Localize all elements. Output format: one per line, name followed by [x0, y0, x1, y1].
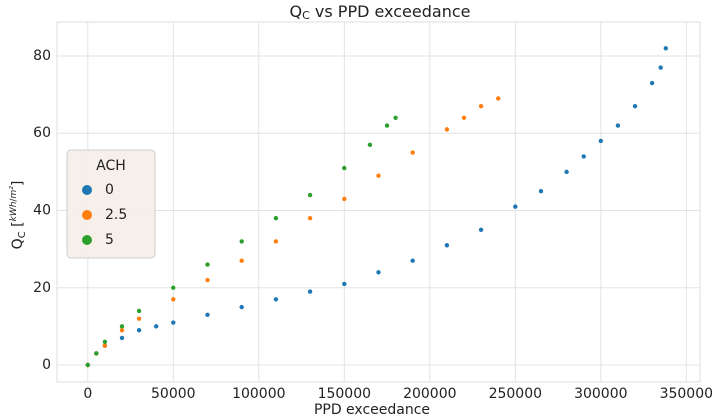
x-tick-label: 250000 — [489, 386, 542, 402]
plot-area — [56, 21, 701, 383]
point — [205, 262, 210, 267]
point — [598, 138, 604, 144]
point — [307, 289, 313, 294]
point — [393, 115, 398, 120]
point — [239, 239, 244, 244]
point — [376, 270, 381, 275]
x-tick-label: 100000 — [232, 386, 285, 402]
title-rest: vs PPD exceedance — [310, 2, 471, 21]
point — [239, 304, 244, 310]
point — [663, 46, 668, 51]
point — [136, 328, 142, 333]
point — [538, 188, 544, 194]
point — [444, 127, 450, 132]
point — [171, 285, 176, 290]
point — [239, 258, 244, 263]
title-main: Q — [290, 2, 303, 21]
y-tick-label: 20 — [33, 280, 51, 296]
legend-box — [66, 149, 156, 259]
legend-label: 5 — [105, 232, 114, 248]
ylabel-main: Q — [10, 238, 26, 249]
point — [136, 308, 142, 314]
x-tick-label: 350000 — [660, 386, 713, 402]
point — [342, 281, 347, 287]
point — [581, 154, 586, 159]
point — [513, 204, 518, 209]
point — [102, 339, 108, 345]
point — [153, 324, 159, 329]
point — [367, 142, 373, 148]
legend-title: ACH — [96, 158, 126, 174]
point — [615, 123, 621, 128]
point — [564, 169, 569, 175]
point — [342, 196, 347, 202]
x-tick-label: 50000 — [151, 386, 196, 402]
title-sub: C — [302, 9, 310, 22]
point — [384, 123, 390, 128]
x-tick-label: 150000 — [318, 386, 371, 402]
y-tick-label: 0 — [42, 357, 51, 373]
point — [342, 165, 347, 171]
point — [376, 173, 381, 178]
y-tick-label: 40 — [33, 202, 51, 218]
point — [444, 243, 450, 248]
ylabel-sub: C — [17, 231, 28, 238]
y-tick-label: 80 — [33, 48, 51, 64]
chart-title: QC vs PPD exceedance — [290, 2, 471, 23]
point — [273, 239, 279, 244]
x-tick-label: 200000 — [403, 386, 456, 402]
point — [119, 324, 125, 329]
point — [273, 297, 279, 302]
point — [119, 328, 125, 333]
legend-label: 2.5 — [105, 207, 127, 223]
point — [205, 312, 210, 317]
point — [496, 96, 501, 101]
ylabel-den: m² — [9, 186, 19, 199]
point — [205, 277, 210, 283]
point — [410, 258, 415, 263]
point — [273, 216, 279, 221]
legend-marker — [82, 235, 92, 245]
legend-marker — [82, 210, 92, 220]
y-axis-label: QC [kWh/m²] — [9, 181, 29, 250]
point — [136, 316, 142, 321]
point — [410, 150, 415, 155]
point — [102, 343, 108, 348]
point — [171, 320, 176, 325]
y-tick-label: 60 — [33, 125, 51, 141]
x-tick-label: 300000 — [574, 386, 627, 402]
point — [649, 80, 655, 86]
point — [94, 351, 99, 356]
x-tick-label: 0 — [83, 386, 92, 402]
point — [632, 104, 638, 109]
legend-marker — [82, 185, 92, 195]
point — [307, 216, 313, 221]
point — [119, 335, 125, 341]
point — [85, 362, 90, 368]
point — [461, 115, 467, 120]
point — [478, 104, 484, 109]
ylabel-num: kWh — [9, 201, 19, 221]
point — [658, 65, 663, 70]
point — [478, 227, 484, 233]
legend-label: 0 — [105, 182, 114, 198]
x-axis-label: PPD exceedance — [314, 402, 430, 418]
point — [307, 192, 313, 198]
point — [171, 297, 176, 302]
